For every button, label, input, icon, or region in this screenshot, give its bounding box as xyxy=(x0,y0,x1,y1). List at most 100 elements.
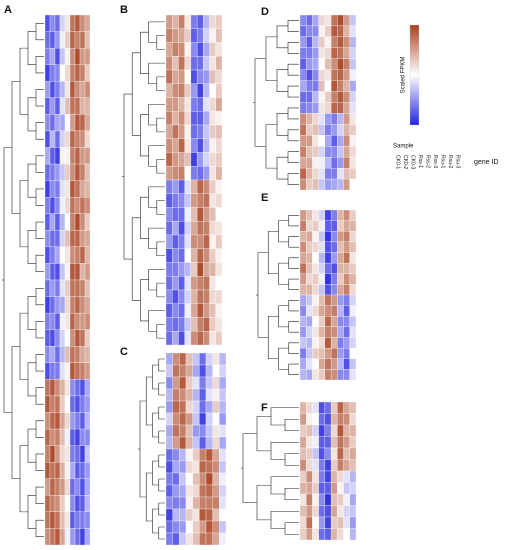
heatmap-cell xyxy=(318,124,326,136)
heatmap-cell xyxy=(185,472,193,486)
heatmap-cell xyxy=(349,220,357,232)
heatmap-cell xyxy=(79,263,86,281)
heatmap-cell xyxy=(49,296,56,314)
heatmap-cell xyxy=(299,436,307,449)
dendrogram-branch xyxy=(156,159,165,174)
heatmap-cell xyxy=(318,528,326,541)
heatmap-cell xyxy=(49,263,56,281)
heatmap-cell xyxy=(318,231,326,243)
dendrogram-branch xyxy=(11,80,20,215)
heatmap-cell xyxy=(343,157,350,169)
heatmap-cell xyxy=(337,157,344,169)
heatmap-cell xyxy=(205,352,213,366)
heatmap-cell xyxy=(318,493,326,506)
panel-label: F xyxy=(261,402,268,414)
heatmap-cell xyxy=(190,303,198,318)
heatmap-cell xyxy=(209,124,216,139)
heatmap-cell xyxy=(212,484,220,498)
dendrogram-branch xyxy=(278,262,289,285)
heatmap-cell xyxy=(324,470,332,483)
heatmap-cell xyxy=(212,520,220,534)
heatmap-cell xyxy=(84,428,91,446)
heatmap-cell xyxy=(324,135,332,147)
heatmap-cell xyxy=(330,447,338,460)
dendrogram-branch xyxy=(287,42,299,54)
dendrogram-branch xyxy=(140,114,149,157)
heatmap-cell xyxy=(44,495,51,513)
heatmap-cell xyxy=(209,56,216,71)
heatmap-cell xyxy=(306,284,313,296)
heatmap-cell xyxy=(312,80,319,92)
heatmap-cell xyxy=(196,276,204,291)
heatmap-cell xyxy=(184,111,192,126)
heatmap-cell xyxy=(184,207,192,222)
heatmap-cell xyxy=(318,69,326,81)
heatmap-cell xyxy=(172,496,180,510)
heatmap-cell xyxy=(59,495,66,513)
heatmap-cell xyxy=(349,436,357,449)
heatmap-cell xyxy=(49,511,56,529)
heatmap-cell xyxy=(349,516,357,529)
heatmap-cell xyxy=(312,482,319,495)
heatmap-cell xyxy=(337,262,344,274)
heatmap-cell xyxy=(54,197,61,214)
heatmap-cell xyxy=(190,262,198,277)
heatmap-cell xyxy=(312,124,319,136)
heatmap-cell xyxy=(184,303,192,318)
heatmap-cell xyxy=(64,147,71,165)
heatmap-cell xyxy=(84,445,91,463)
heatmap-cell xyxy=(203,289,210,304)
heatmap-cell xyxy=(299,124,307,136)
heatmap-cell xyxy=(165,400,173,414)
heatmap-cell xyxy=(209,28,216,43)
dendrogram-branch xyxy=(156,200,165,215)
heatmap-cell xyxy=(343,80,350,92)
heatmap-cell xyxy=(172,303,179,318)
heatmap-cell xyxy=(306,401,313,414)
heatmap-cell xyxy=(44,31,51,49)
heatmap-cell xyxy=(324,436,332,449)
heatmap-cell xyxy=(59,213,66,231)
heatmap-cell xyxy=(44,230,51,248)
heatmap-cell xyxy=(219,460,227,474)
heatmap-cell xyxy=(212,496,220,510)
heatmap-cell xyxy=(59,279,66,297)
heatmap-cell xyxy=(54,31,61,49)
heatmap-cell xyxy=(179,376,187,390)
heatmap-cell xyxy=(312,459,319,472)
heatmap-cell xyxy=(165,484,173,498)
heatmap-cell xyxy=(337,316,344,328)
heatmap-cell xyxy=(209,234,216,249)
heatmap-cell xyxy=(203,317,210,332)
heatmap-cell xyxy=(215,14,223,29)
heatmap-cell xyxy=(349,273,357,285)
heatmap-cell xyxy=(330,470,338,483)
heatmap-cell xyxy=(349,316,357,328)
heatmap-cell xyxy=(172,276,179,291)
heatmap-cell xyxy=(349,209,357,221)
heatmap-cell xyxy=(343,146,350,158)
heatmap-cell xyxy=(209,331,216,346)
heatmap-cell xyxy=(199,484,207,498)
heatmap-cell xyxy=(79,213,86,231)
dendrogram-branch xyxy=(287,173,299,185)
heatmap-cell xyxy=(318,252,326,264)
heatmap-cell xyxy=(318,482,326,495)
dendrogram-branch xyxy=(287,151,299,163)
heatmap-cell xyxy=(337,337,344,349)
heatmap-cell xyxy=(324,220,332,232)
heatmap-cell xyxy=(84,230,91,248)
heatmap-cell xyxy=(337,326,344,338)
heatmap-cell xyxy=(44,47,51,65)
heatmap-cell xyxy=(318,316,326,328)
dendrogram-branch xyxy=(19,180,28,248)
heatmap-cell xyxy=(312,252,319,264)
heatmap-cell xyxy=(54,296,61,314)
heatmap-cell xyxy=(69,81,76,98)
heatmap-cell xyxy=(306,316,313,328)
heatmap-cell xyxy=(337,482,344,495)
dendrogram-branch xyxy=(265,124,277,169)
heatmap-cell xyxy=(74,528,81,546)
heatmap-cell xyxy=(312,505,319,518)
heatmap-cell xyxy=(299,146,307,158)
